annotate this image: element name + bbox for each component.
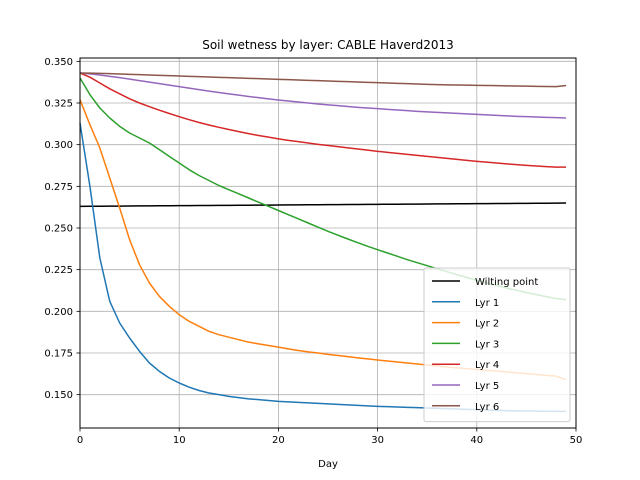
series-line-wilting-point xyxy=(79,202,567,208)
legend-label: Lyr 3 xyxy=(475,339,499,350)
legend-label: Lyr 6 xyxy=(475,402,499,413)
legend-label: Wilting point xyxy=(475,277,538,288)
y-tick-label: 0.250 xyxy=(44,224,73,235)
x-tick-label: 40 xyxy=(470,435,483,446)
y-tick-label: 0.200 xyxy=(44,307,73,318)
legend: Wilting point Lyr 1 Lyr 2 Lyr 3 Lyr 4 Lyr 5 Ly… xyxy=(423,267,571,423)
y-tick-label: 0.350 xyxy=(44,57,73,68)
axis-ticks: 0 10 20 30 40 50 0.150 0.175 0.200 0.225 0.250 0.27… xyxy=(44,57,582,446)
y-tick-label: 0.300 xyxy=(44,140,73,151)
legend-label: Lyr 2 xyxy=(475,319,499,330)
x-tick-label: 0 xyxy=(77,435,83,446)
plot-frame xyxy=(79,57,577,429)
y-tick-label: 0.325 xyxy=(44,99,73,110)
x-tick-label: 50 xyxy=(570,435,583,446)
series-line-lyr-5 xyxy=(79,72,567,119)
legend-label: Lyr 5 xyxy=(475,381,499,392)
legend-label: Lyr 1 xyxy=(475,298,499,309)
legend-label: Lyr 4 xyxy=(475,360,499,371)
legend-box xyxy=(423,267,571,423)
x-tick-label: 10 xyxy=(173,435,186,446)
y-tick-label: 0.225 xyxy=(44,265,73,276)
y-tick-label: 0.150 xyxy=(44,390,73,401)
x-axis-label: Day xyxy=(318,459,338,470)
x-tick-label: 20 xyxy=(272,435,285,446)
x-tick-label: 30 xyxy=(371,435,384,446)
series-line-lyr-4 xyxy=(79,72,567,168)
chart-title: Soil wetness by layer: CABLE Haverd2013 xyxy=(202,38,454,52)
y-tick-label: 0.175 xyxy=(44,349,73,360)
y-tick-label: 0.275 xyxy=(44,182,73,193)
series-line-lyr-6 xyxy=(79,72,567,88)
